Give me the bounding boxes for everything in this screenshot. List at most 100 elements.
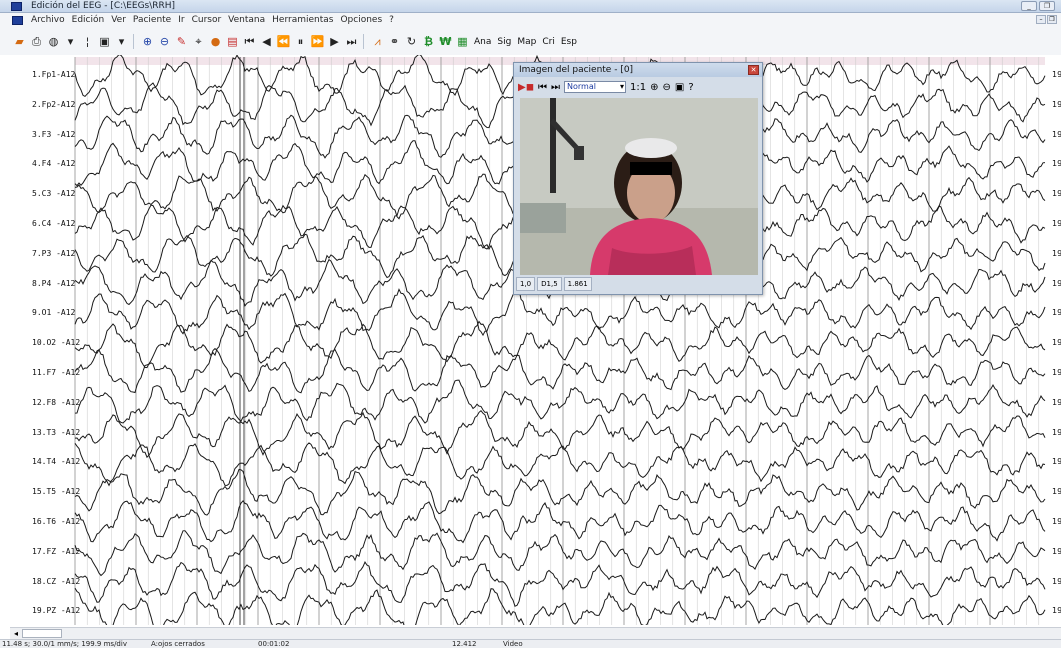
help-button[interactable]: ? [688, 81, 694, 93]
zoom-in-icon[interactable]: ⊕ [650, 81, 659, 93]
previous-frame-icon[interactable]: ⏮ [538, 81, 547, 93]
esp-button[interactable]: Esp [560, 36, 577, 47]
status-annotation: A:ojos cerrados [151, 640, 205, 648]
pause-icon[interactable]: ⏸ [297, 35, 304, 48]
last-page-icon[interactable]: ⏭ [346, 35, 357, 48]
eeg-trace [74, 288, 1046, 337]
menu-help[interactable]: ? [389, 15, 394, 25]
menu-ver[interactable]: Ver [111, 15, 126, 25]
fast-forward-icon[interactable]: ⏩ [310, 35, 325, 48]
montage-icon[interactable]: ◍ [48, 35, 59, 48]
channel-scale-label: 19 [1052, 457, 1061, 467]
window-title: Edición del EEG - [C:\EEGs\RRH] [31, 1, 176, 11]
dropdown-arrow-icon[interactable]: ▾ [67, 35, 74, 48]
channel-label: 3.F3 -A12 [32, 129, 76, 139]
scroll-thumb[interactable] [22, 629, 62, 638]
next-frame-icon[interactable]: ⏭ [551, 81, 560, 93]
refresh-icon[interactable]: ↻ [406, 35, 417, 48]
video-device: D1,5 [537, 277, 562, 291]
playback-mode-select[interactable]: Normal [564, 81, 626, 93]
spike-icon[interactable]: ⩘ [374, 35, 381, 48]
menu-ir[interactable]: Ir [178, 15, 185, 25]
channel-label: 7.P3 -A12 [32, 248, 76, 258]
menu-cursor[interactable]: Cursor [191, 15, 222, 25]
display-icon[interactable]: ▣ [99, 35, 110, 48]
zoom-out-icon[interactable]: ⊖ [662, 81, 671, 93]
channel-label: 15.T5 -A12 [32, 487, 81, 497]
channel-scale-label: 19 [1052, 546, 1061, 556]
binoculars-icon[interactable]: ⚭ [389, 35, 400, 48]
eeg-trace [74, 587, 1046, 625]
mdi-minimize-button[interactable]: – [1036, 15, 1046, 24]
play-icon[interactable]: ▶ [330, 35, 339, 48]
map-button[interactable]: Map [517, 36, 537, 47]
map-icon[interactable]: ▦ [457, 35, 468, 48]
patient-video-frame [520, 98, 758, 275]
menu-paciente[interactable]: Paciente [132, 15, 172, 25]
horizontal-scrollbar[interactable]: ◂ [10, 627, 1061, 639]
previous-icon[interactable]: ◀ [262, 35, 271, 48]
cursor-icon[interactable]: ⌖ [195, 35, 202, 48]
sig-button[interactable]: Sig [497, 36, 512, 47]
first-page-icon[interactable]: ⏮ [244, 35, 255, 48]
print-icon[interactable]: ⎙ [32, 35, 41, 48]
channel-scale-label: 19 [1052, 308, 1061, 318]
channel-label: 6.C4 -A12 [32, 219, 76, 228]
rewind-icon[interactable]: ⏪ [276, 35, 291, 48]
dropdown-arrow-icon[interactable]: ▾ [118, 35, 125, 48]
channel-label: 14.T4 -A12 [32, 457, 81, 467]
channel-scale-label: 19 [1052, 278, 1061, 288]
record-icon[interactable]: ▶◼ [518, 81, 534, 93]
menu-edicion[interactable]: Edición [71, 15, 105, 25]
eeg-trace [74, 468, 1046, 516]
close-icon[interactable]: ✕ [748, 65, 759, 75]
marker-icon[interactable]: ¦ [85, 35, 90, 48]
video-window-title: Imagen del paciente - [0] [514, 63, 762, 77]
annotation-icon[interactable]: ▤ [227, 35, 238, 48]
patient-video-window[interactable]: Imagen del paciente - [0] ✕ ▶◼ ⏮ ⏭ Norma… [513, 62, 763, 295]
channel-scale-label: 19 [1052, 189, 1061, 199]
toolbar-separator [363, 34, 366, 49]
document-icon[interactable] [12, 16, 23, 25]
menu-ventana[interactable]: Ventana [228, 15, 266, 25]
channel-scale-label: 19 [1052, 427, 1061, 437]
channel-scale-label: 19 [1052, 517, 1061, 526]
zoom-in-icon[interactable]: ⊕ [142, 35, 153, 48]
menu-opciones[interactable]: Opciones [340, 15, 383, 25]
menu-archivo[interactable]: Archivo [31, 15, 65, 25]
scroll-left-icon[interactable]: ◂ [13, 629, 18, 638]
channel-label: 11.F7 -A12 [32, 368, 81, 377]
restore-button[interactable]: ❐ [1039, 1, 1055, 11]
channel-scale-label: 19 [1052, 397, 1061, 407]
video-status-bar: 1,0 D1,5 1.861 [516, 277, 760, 291]
channel-label: 18.CZ -A12 [32, 576, 81, 586]
channel-scale-label: 19 [1052, 606, 1061, 616]
zoom-ratio-label[interactable]: 1:1 [630, 81, 647, 93]
menu-herramientas[interactable]: Herramientas [272, 15, 334, 25]
pen-icon[interactable]: ✎ [176, 35, 187, 48]
channel-label: 10.O2 -A12 [32, 338, 81, 348]
channel-label: 17.FZ -A12 [32, 546, 81, 556]
minimize-button[interactable]: _ [1021, 1, 1037, 11]
signal-alt-icon[interactable]: ₩ [439, 35, 452, 48]
channel-label: 5.C3 -A12 [32, 189, 76, 199]
eeg-trace [74, 500, 1046, 544]
status-bar: 11.48 s; 30.0/1 mm/s; 199.9 ms/div A:ojo… [0, 639, 1061, 648]
cri-button[interactable]: Cri [542, 36, 555, 47]
snapshot-icon[interactable]: ▣ [674, 81, 685, 93]
mdi-restore-button[interactable]: ❐ [1047, 15, 1057, 24]
channel-scale-label: 19 [1052, 487, 1061, 497]
channel-label: 12.F8 -A12 [32, 397, 81, 407]
signal-icon[interactable]: ₿ [424, 35, 433, 48]
open-folder-icon[interactable]: ▰ [15, 35, 24, 48]
channel-scale-label: 19 [1052, 576, 1061, 586]
zoom-out-icon[interactable]: ⊖ [159, 35, 170, 48]
event-icon[interactable]: ● [210, 35, 221, 48]
video-speed: 1,0 [516, 277, 536, 291]
eeg-trace [74, 561, 1046, 607]
channel-label: 2.Fp2-A12 [32, 99, 76, 109]
channel-label: 16.T6 -A12 [32, 517, 81, 526]
channel-label: 13.T3 -A12 [32, 427, 81, 437]
ana-button[interactable]: Ana [474, 36, 492, 47]
channel-scale-label: 19 [1052, 248, 1061, 258]
